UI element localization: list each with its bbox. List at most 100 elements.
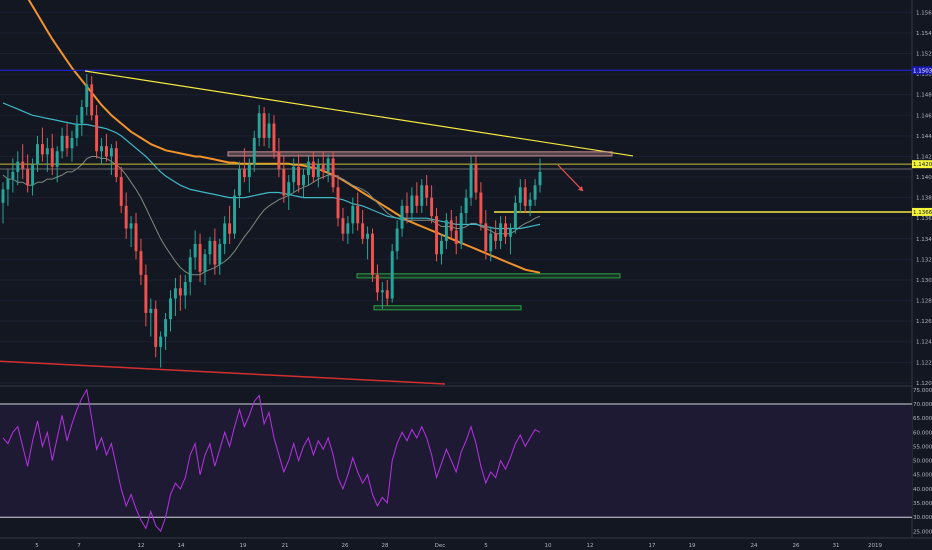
- candle-body[interactable]: [109, 148, 113, 157]
- candle-body[interactable]: [233, 195, 237, 234]
- candle-body[interactable]: [85, 84, 89, 108]
- candle-body[interactable]: [55, 151, 59, 167]
- candle-body[interactable]: [479, 192, 483, 224]
- candle-body[interactable]: [31, 164, 35, 186]
- candle-body[interactable]: [292, 166, 296, 183]
- candle-body[interactable]: [375, 274, 379, 293]
- candle-body[interactable]: [149, 308, 153, 313]
- candle-body[interactable]: [459, 213, 463, 244]
- candle-body[interactable]: [523, 187, 527, 206]
- drawing-tools[interactable]: [0, 69, 912, 385]
- candle-body[interactable]: [159, 336, 163, 347]
- candle-body[interactable]: [228, 223, 232, 234]
- candle-body[interactable]: [178, 288, 182, 296]
- candle-body[interactable]: [366, 233, 370, 239]
- candle-body[interactable]: [454, 230, 458, 244]
- candle-body[interactable]: [405, 205, 409, 214]
- candle-body[interactable]: [277, 151, 281, 169]
- candle-body[interactable]: [316, 164, 320, 178]
- candle-body[interactable]: [469, 164, 473, 198]
- candle-body[interactable]: [395, 228, 399, 252]
- candle-body[interactable]: [90, 84, 94, 116]
- candle-body[interactable]: [114, 148, 118, 178]
- candle-body[interactable]: [430, 197, 434, 217]
- candle-body[interactable]: [326, 158, 330, 172]
- candle-body[interactable]: [75, 123, 79, 138]
- candle-body[interactable]: [134, 223, 138, 252]
- candle-body[interactable]: [164, 319, 168, 337]
- candle-body[interactable]: [26, 168, 30, 186]
- candle-body[interactable]: [464, 197, 468, 214]
- candle-body[interactable]: [198, 243, 202, 272]
- trendline-red[interactable]: [0, 360, 446, 385]
- candle-body[interactable]: [361, 223, 365, 239]
- candle-body[interactable]: [104, 146, 108, 157]
- candle-body[interactable]: [444, 220, 448, 241]
- candle-body[interactable]: [272, 123, 276, 152]
- candle-body[interactable]: [40, 144, 44, 155]
- candle-body[interactable]: [169, 298, 172, 320]
- candle-body[interactable]: [100, 146, 103, 152]
- candle-body[interactable]: [346, 223, 350, 234]
- candle-body[interactable]: [287, 182, 291, 196]
- candle-body[interactable]: [528, 199, 532, 206]
- candle-body[interactable]: [45, 148, 49, 155]
- candle-body[interactable]: [21, 161, 25, 169]
- candle-body[interactable]: [282, 168, 286, 196]
- time-axis[interactable]: 5 7 12 14 19 21 26 28 Dec 5 10 12 17 19 24 26 31 2019: [35, 543, 882, 549]
- candle-body[interactable]: [129, 223, 133, 229]
- candle-body[interactable]: [425, 185, 429, 198]
- candle-body[interactable]: [242, 168, 246, 178]
- candle-body[interactable]: [183, 282, 187, 296]
- candle-body[interactable]: [504, 223, 507, 237]
- candle-body[interactable]: [306, 161, 310, 175]
- candle-body[interactable]: [203, 254, 207, 272]
- candle-body[interactable]: [311, 161, 315, 178]
- candle-body[interactable]: [213, 240, 217, 265]
- candle-body[interactable]: [302, 174, 305, 186]
- candle-body[interactable]: [11, 171, 15, 180]
- candle-body[interactable]: [173, 288, 177, 299]
- candle-body[interactable]: [371, 233, 374, 275]
- candle-body[interactable]: [484, 223, 488, 252]
- rsi-pane[interactable]: [0, 388, 912, 533]
- candle-body[interactable]: [247, 164, 251, 178]
- rsi-axis[interactable]: 75.0000 70.0000 65.0000 60.0000 55.0000 50.00…: [913, 388, 932, 536]
- candle-body[interactable]: [533, 185, 537, 200]
- candle-body[interactable]: [297, 166, 301, 186]
- candle-body[interactable]: [218, 243, 222, 265]
- candle-body[interactable]: [341, 218, 345, 234]
- candle-body[interactable]: [489, 233, 493, 252]
- candle-body[interactable]: [262, 113, 266, 138]
- candle-body[interactable]: [336, 187, 340, 219]
- trendline-yellow[interactable]: [84, 70, 634, 157]
- candle-body[interactable]: [410, 195, 414, 214]
- candle-body[interactable]: [449, 220, 453, 231]
- candle-body[interactable]: [351, 205, 355, 224]
- candle-body[interactable]: [400, 205, 404, 229]
- candle-body[interactable]: [267, 123, 271, 138]
- candle-body[interactable]: [257, 113, 261, 138]
- candle-body[interactable]: [415, 195, 419, 206]
- rsi-line[interactable]: [2, 388, 541, 533]
- candle-body[interactable]: [356, 205, 360, 224]
- candle-body[interactable]: [144, 274, 148, 313]
- candle-body[interactable]: [6, 179, 10, 190]
- candlestick-series[interactable]: [1, 74, 542, 368]
- candle-body[interactable]: [208, 240, 212, 255]
- candle-body[interactable]: [119, 177, 123, 206]
- candle-body[interactable]: [1, 189, 5, 203]
- candle-body[interactable]: [513, 202, 517, 229]
- candle-body[interactable]: [36, 144, 39, 165]
- candle-body[interactable]: [193, 243, 197, 258]
- candle-body[interactable]: [124, 205, 128, 229]
- candle-body[interactable]: [139, 251, 143, 275]
- candle-body[interactable]: [474, 164, 478, 193]
- candle-body[interactable]: [321, 164, 325, 172]
- price-axis[interactable]: 1.15600 1.15400 1.15200 1.15000 1.14800 1.146…: [916, 10, 932, 387]
- candle-body[interactable]: [435, 216, 439, 255]
- candle-body[interactable]: [494, 233, 498, 241]
- candle-body[interactable]: [50, 148, 54, 167]
- candle-body[interactable]: [95, 115, 99, 152]
